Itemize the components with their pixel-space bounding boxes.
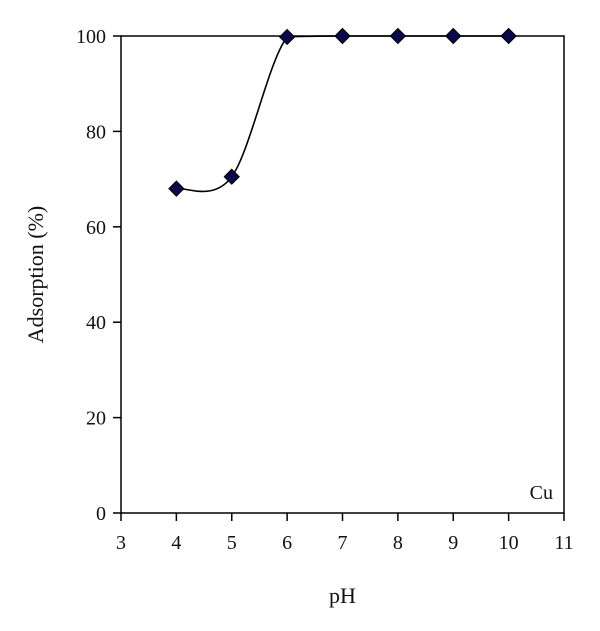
y-tick-label: 20 <box>86 408 106 430</box>
y-tick-label: 100 <box>76 26 106 48</box>
data-point-diamond <box>334 27 351 45</box>
data-point-diamond <box>278 28 296 46</box>
x-tick-label: 5 <box>227 532 237 554</box>
x-tick-label: 3 <box>116 532 126 554</box>
x-tick-label: 10 <box>499 532 519 554</box>
plot-frame <box>120 35 565 514</box>
y-tick-label: 60 <box>86 217 106 239</box>
y-tick-label: 40 <box>86 312 106 334</box>
y-axis-ticks: 0 20 40 60 80 100 <box>76 26 121 525</box>
data-point-diamond <box>500 27 517 45</box>
x-axis-title: pH <box>329 583 356 608</box>
element-annotation: Cu <box>530 482 553 504</box>
x-tick-label: 11 <box>554 532 573 554</box>
x-tick-label: 9 <box>448 532 458 554</box>
fit-curve-group <box>176 35 509 193</box>
x-tick-label: 4 <box>171 532 181 554</box>
y-axis-title: Adsorption (%) <box>23 206 48 343</box>
x-tick-label: 6 <box>282 532 292 554</box>
data-point-diamond <box>389 27 407 45</box>
x-tick-label: 7 <box>338 532 348 554</box>
data-point-diamond <box>445 27 462 45</box>
y-tick-label: 0 <box>96 503 106 525</box>
data-markers <box>168 27 517 197</box>
y-tick-label: 80 <box>86 121 106 143</box>
x-tick-label: 8 <box>393 532 403 554</box>
data-point-diamond <box>168 180 185 197</box>
fit-curve <box>176 35 509 193</box>
x-axis-ticks: 3 4 5 6 7 8 9 10 11 <box>116 513 574 554</box>
data-point-diamond <box>223 168 240 185</box>
